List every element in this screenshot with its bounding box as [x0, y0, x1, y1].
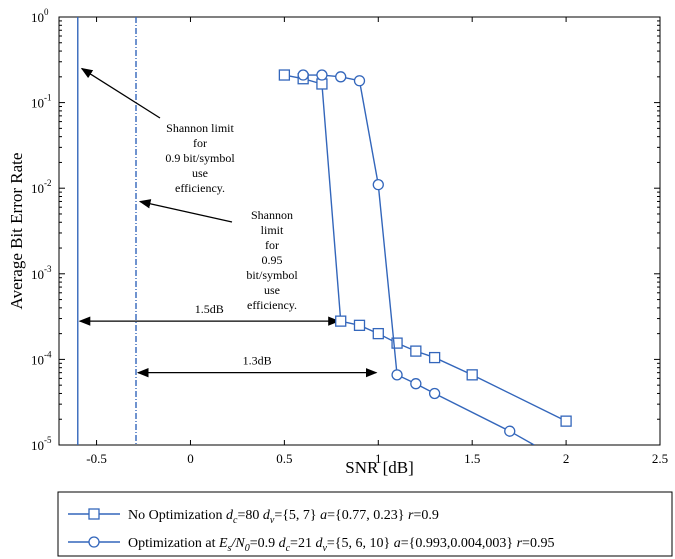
gap-label-2: 1.3dB — [243, 354, 272, 368]
shannon-annotation-line: for — [193, 136, 207, 150]
x-tick-label: 1.5 — [464, 451, 480, 466]
x-axis-label: SNR [dB] — [345, 458, 413, 477]
x-tick-label: -0.5 — [86, 451, 107, 466]
legend-entry-2: Optimization at Es/N0=0.9 dc=21 dv={5, 6… — [128, 536, 554, 554]
y-tick-label: 10-3 — [31, 264, 52, 282]
shannon-annotation-line: bit/symbol — [246, 268, 298, 282]
y-tick-label: 10-2 — [31, 178, 52, 196]
x-tick-label: 2 — [563, 451, 570, 466]
axes: -0.5 0 0.5 1 1.5 2 2.5 100 10-1 10-2 10-3 10-4 10-5 S… — [7, 7, 668, 477]
shannon-annotation-line: use — [192, 166, 208, 180]
data-point-circle — [372, 179, 384, 191]
legend-marker-square — [88, 508, 100, 520]
data-point-square — [278, 69, 291, 81]
shannon-annotation-line: use — [264, 283, 280, 297]
series-group — [278, 69, 572, 445]
shannon-annotation-line: efficiency. — [247, 298, 297, 312]
data-point-square — [466, 369, 478, 381]
data-point-circle — [353, 75, 366, 87]
shannon-annotation-line: 0.95 — [262, 253, 283, 267]
legend: No Optimization dc=80 dv={5, 7} a={0.77,… — [57, 491, 673, 557]
series-2 — [297, 69, 535, 445]
data-point-square — [410, 345, 422, 357]
shannon-annotation-line: limit — [261, 223, 284, 237]
data-point-square — [391, 337, 403, 349]
y-tick-label: 10-1 — [31, 93, 52, 111]
shannon-arrow-1 — [80, 67, 161, 119]
data-point-square — [560, 415, 572, 427]
data-point-circle — [391, 369, 403, 381]
shannon-annotation-line: for — [265, 238, 279, 252]
y-axis-label: Average Bit Error Rate — [7, 153, 26, 310]
shannon-annotation-line: Shannon limit — [166, 121, 234, 135]
y-tick-label: 10-5 — [31, 435, 52, 453]
data-point-circle — [504, 425, 516, 437]
shannon-annotation-line: efficiency. — [175, 181, 225, 195]
legend-marker-circle — [88, 536, 100, 548]
shannon-annotation-line: 0.9 bit/symbol — [165, 151, 235, 165]
y-tick-label: 10-4 — [31, 349, 52, 367]
shannon-annotation-line: Shannon — [251, 208, 293, 222]
legend-box — [57, 491, 673, 557]
data-point-circle — [410, 378, 422, 390]
gap-label-1: 1.5dB — [195, 302, 224, 316]
legend-entry-1: No Optimization dc=80 dv={5, 7} a={0.77,… — [128, 508, 439, 526]
x-tick-label: 0.5 — [276, 451, 292, 466]
x-tick-label: 1 — [375, 451, 382, 466]
data-point-square — [353, 319, 366, 331]
data-point-circle — [335, 71, 347, 83]
data-point-square — [372, 327, 384, 340]
y-tick-label: 100 — [31, 7, 49, 25]
data-point-square — [428, 351, 441, 364]
x-tick-label: 0 — [187, 451, 194, 466]
shannon-arrow-2 — [138, 199, 233, 223]
data-point-circle — [297, 69, 309, 81]
data-point-circle — [316, 69, 328, 81]
x-tick-label: 2.5 — [652, 451, 668, 466]
series-line — [303, 74, 535, 445]
data-point-square — [335, 315, 347, 327]
data-point-circle — [428, 387, 441, 400]
